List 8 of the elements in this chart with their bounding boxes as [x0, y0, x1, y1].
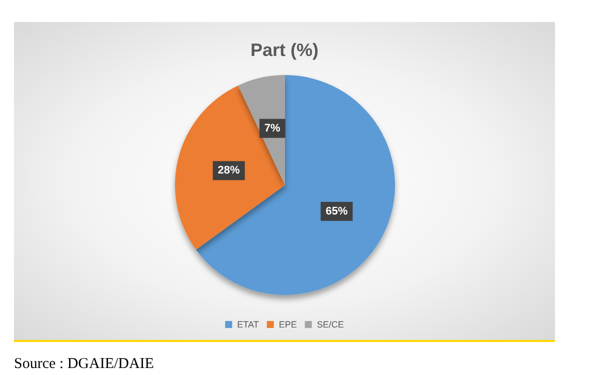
source-note: Source : DGAIE/DAIE: [14, 356, 154, 373]
legend-label: EPE: [278, 320, 297, 330]
chart-title: Part (%): [250, 40, 319, 60]
data-label: 28%: [218, 164, 240, 177]
legend-label: ETAT: [237, 320, 260, 330]
data-label: 7%: [264, 122, 281, 134]
legend-label: SE/CE: [316, 320, 344, 330]
data-label: 65%: [326, 205, 348, 218]
